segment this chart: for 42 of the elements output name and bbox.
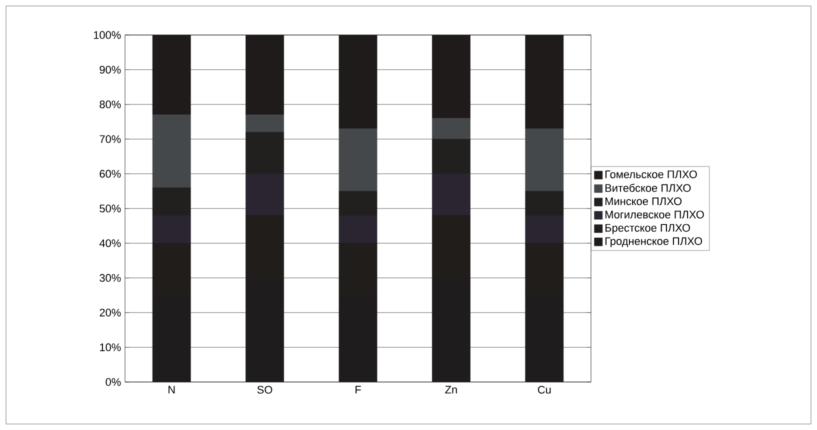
y-tick-label: 0%: [106, 378, 121, 386]
bar: [338, 34, 378, 129]
x-tick-label: Cu: [538, 386, 551, 394]
bar: [338, 190, 378, 216]
legend-label: Минское ПЛХО: [605, 197, 682, 206]
y-tick-label: 20%: [100, 308, 121, 316]
y-tick-label: 40%: [99, 239, 121, 248]
y-tick-label: 90%: [100, 66, 121, 74]
bar: [152, 215, 191, 244]
y-tick-label: 80%: [100, 100, 121, 108]
y-tick-label: 100%: [94, 31, 121, 39]
y-tick-label: 30%: [100, 274, 121, 282]
bar: [432, 138, 470, 174]
bar: [246, 114, 284, 132]
bar: [246, 174, 284, 216]
legend-label: Витебское ПЛХО: [605, 184, 691, 192]
bar: [525, 34, 564, 129]
bar: [525, 128, 564, 192]
y-tick-label: 70%: [100, 135, 121, 143]
bar: [152, 34, 191, 116]
bar: [432, 118, 470, 140]
bar: [338, 215, 378, 244]
x-tick-label: Zn: [445, 386, 457, 394]
bar: [338, 128, 378, 192]
bar: [246, 34, 284, 116]
bar: [432, 34, 470, 118]
x-tick-label: N: [168, 386, 175, 394]
bar: [152, 187, 191, 216]
bar: [246, 132, 284, 174]
x-tick-label: F: [356, 386, 361, 394]
legend-label: Могилевское ПЛХО: [605, 210, 704, 218]
bar: [525, 190, 564, 216]
bar: [152, 114, 191, 188]
legend-label: Гомельское ПЛХО: [605, 170, 697, 178]
bar: [432, 174, 470, 216]
legend-label: Брестское ПЛХО: [605, 224, 690, 234]
bar: [525, 215, 564, 244]
y-tick-label: 50%: [100, 204, 121, 212]
legend-label: Гродненское ПЛХО: [605, 237, 702, 248]
x-tick-label: SO: [257, 386, 272, 394]
y-tick-label: 10%: [100, 343, 121, 352]
y-tick-label: 60%: [100, 170, 121, 178]
